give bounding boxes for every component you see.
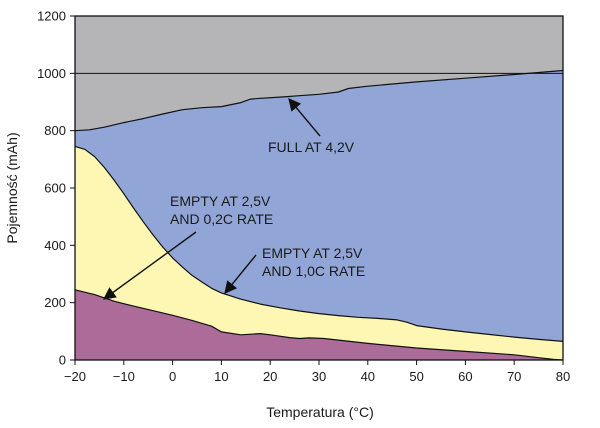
series-empty-10c-area bbox=[75, 289, 563, 360]
y-axis-label: Pojemność (mAh) bbox=[4, 132, 20, 243]
annotation-empty-02c: EMPTY AT 2,5V AND 0,2C RATE bbox=[102, 193, 273, 300]
x-tick-label: 40 bbox=[361, 369, 375, 384]
x-tick-label: 80 bbox=[556, 369, 570, 384]
annotation-empty-10c-arrow bbox=[224, 254, 257, 294]
axes: −20 −10 0 10 20 30 40 50 60 70 8002004006008001000… bbox=[37, 9, 570, 385]
x-tick-label: 60 bbox=[458, 369, 472, 384]
y-tick-label: 0 bbox=[59, 353, 66, 368]
annotation-empty-10c-line-2: AND 1,0C RATE bbox=[262, 263, 365, 279]
x-tick-label: −20 bbox=[64, 369, 86, 384]
x-tick-label: 50 bbox=[409, 369, 423, 384]
y-tick-label: 800 bbox=[44, 123, 66, 138]
series-empty-10c-line bbox=[74, 289, 564, 361]
y-tick-label: 400 bbox=[44, 238, 66, 253]
annotation-empty-02c-line-1: EMPTY AT 2,5V bbox=[170, 193, 271, 209]
y-tick-label: 1200 bbox=[37, 9, 66, 24]
x-tick-label: −10 bbox=[113, 369, 135, 384]
x-tick-label: 0 bbox=[169, 369, 176, 384]
annotation-empty-10c: EMPTY AT 2,5V AND 1,0C RATE bbox=[224, 245, 365, 294]
series-empty-02c-line bbox=[74, 145, 564, 342]
x-tick-label: 70 bbox=[507, 369, 521, 384]
y-tick-label: 600 bbox=[44, 181, 66, 196]
annotation-full-arrow bbox=[288, 98, 321, 137]
annotation-empty-02c-line-2: AND 0,2C RATE bbox=[170, 211, 273, 227]
series-empty-02c-area bbox=[75, 146, 563, 360]
annotation-full: FULL AT 4,2V bbox=[268, 98, 355, 155]
x-tick-label: 20 bbox=[263, 369, 277, 384]
x-axis-label: Temperatura (°C) bbox=[266, 404, 374, 420]
series-full-line bbox=[74, 69, 564, 132]
annotation-empty-02c-arrow bbox=[102, 231, 197, 300]
plot-area bbox=[74, 16, 564, 361]
annotation-empty-10c-line-1: EMPTY AT 2,5V bbox=[262, 245, 363, 261]
annotation-full-line-1: FULL AT 4,2V bbox=[268, 139, 355, 155]
x-tick-label: 10 bbox=[214, 369, 228, 384]
y-tick-label: 1000 bbox=[37, 66, 66, 81]
y-tick-label: 200 bbox=[44, 295, 66, 310]
x-tick-label: 30 bbox=[312, 369, 326, 384]
